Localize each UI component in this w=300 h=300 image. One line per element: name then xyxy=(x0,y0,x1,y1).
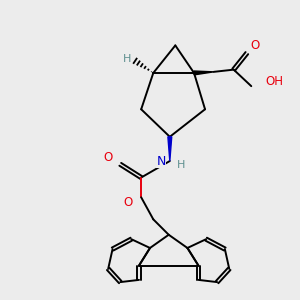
Polygon shape xyxy=(194,71,214,75)
Text: O: O xyxy=(250,39,259,52)
Text: OH: OH xyxy=(266,75,284,88)
Text: O: O xyxy=(123,196,133,209)
Text: O: O xyxy=(103,151,113,164)
Text: H: H xyxy=(123,54,131,64)
Text: H: H xyxy=(177,160,185,170)
Text: N: N xyxy=(156,154,166,167)
Polygon shape xyxy=(168,137,172,161)
